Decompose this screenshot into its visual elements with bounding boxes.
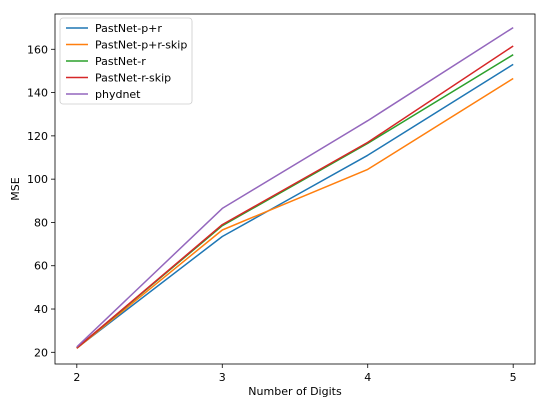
- legend-label-2: PastNet-p+r-skip: [95, 39, 187, 52]
- legend-label-5: phydnet: [95, 88, 141, 101]
- y-tick-label: 160: [27, 43, 48, 56]
- plot-frame: [54, 13, 536, 365]
- y-axis-label: MSE: [9, 177, 22, 200]
- x-axis-label: Number of Digits: [248, 385, 342, 398]
- series-line-5: [76, 26, 514, 348]
- legend-label-4: PastNet-r-skip: [95, 72, 171, 85]
- series-line-1: [76, 63, 514, 349]
- y-tick-label: 100: [27, 173, 48, 186]
- legend-label-1: PastNet-p+r: [95, 22, 162, 35]
- x-tick-label: 4: [364, 371, 371, 384]
- y-tick-label: 60: [34, 260, 48, 273]
- y-tick-label: 20: [34, 346, 48, 359]
- y-tick-label: 40: [34, 303, 48, 316]
- x-tick-label: 5: [510, 371, 517, 384]
- y-tick-label: 140: [27, 87, 48, 100]
- series-line-2: [76, 77, 514, 349]
- legend-box: [59, 17, 193, 105]
- y-tick-label: 120: [27, 130, 48, 143]
- legend-label-3: PastNet-r: [95, 55, 146, 68]
- series-lines: [76, 26, 514, 349]
- x-tick-label: 3: [219, 371, 226, 384]
- y-tick-label: 80: [34, 216, 48, 229]
- series-line-4: [76, 45, 514, 349]
- y-axis-ticks: 20 40 60 80 100 120 140 160: [27, 43, 55, 359]
- x-axis-ticks: 2 3 4 5: [73, 364, 517, 384]
- legend: PastNet-p+r PastNet-p+r-skip PastNet-r Past…: [59, 17, 193, 105]
- x-tick-label: 2: [73, 371, 80, 384]
